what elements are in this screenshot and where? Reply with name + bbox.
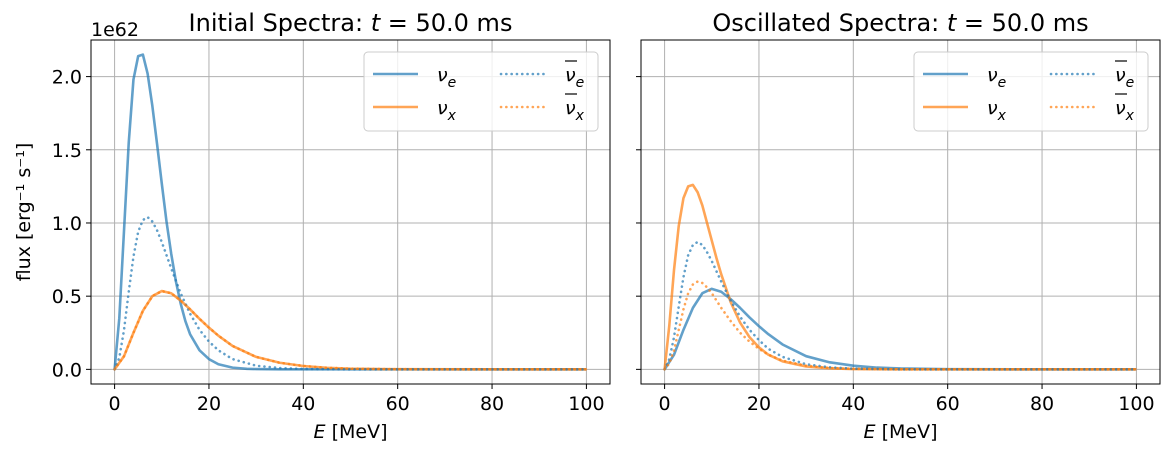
y-tick-label: 2.0 [52,67,82,89]
series-line-4 [113,289,588,371]
y-tick-label: 1.0 [52,213,82,235]
chart-title-variable: t [947,9,958,37]
legend-label: νe [437,64,456,91]
x-axis-label: E [MeV] [864,421,938,443]
chart-title-value: = 50.0 ms [380,9,512,37]
legend-label-symbol: ν [565,97,576,119]
legend-label: νx [1115,97,1135,124]
y-offset-text: 1e62 [91,19,139,41]
legend-label-subscript: x [447,108,457,124]
chart-title-prefix: Initial Spectra: [189,9,371,37]
plot-frame [90,39,611,385]
x-tick-label: 0 [659,393,671,415]
plot-frame [640,39,1161,385]
legend-label-symbol: ν [987,64,998,86]
x-tick-label: 40 [841,393,865,415]
chart-title-value: = 50.0 ms [956,9,1088,37]
y-tick-label: 1.5 [52,140,82,162]
legend-label-subscript: e [576,75,585,91]
chart-title: Oscillated Spectra: t = 50.0 ms [712,9,1088,37]
series-line-2 [663,183,1137,371]
x-axis-label-unit: [MeV] [326,421,388,443]
series-line-3 [663,240,1138,371]
chart-title-prefix: Oscillated Spectra: [712,9,946,37]
legend-label-subscript: x [1125,108,1135,124]
x-tick-label: 60 [386,393,410,415]
x-tick-label: 0 [109,393,121,415]
legend-label: νx [437,97,457,124]
legend-label: νx [987,97,1007,124]
series-line-1 [663,287,1137,371]
chart-panel-1: 0 20 40 60 80 100 0.0 0.5 1.0 1.5 2.0 Initial Spect… [13,9,611,443]
legend-label-symbol: ν [565,64,576,86]
series-line-3 [113,215,588,371]
legend-label-symbol: ν [437,97,448,119]
legend-box [363,51,599,132]
chart-panel-2: 0 20 40 60 80 100 Oscillated Spectra: t = 50.0… [636,9,1161,443]
x-tick-label: 40 [291,393,315,415]
legend-label-symbol: ν [437,64,448,86]
chart-title: Initial Spectra: t = 50.0 ms [189,9,513,37]
y-tick-label: 0.5 [52,286,82,308]
x-tick-label: 100 [1118,393,1154,415]
x-tick-label: 60 [936,393,960,415]
legend-label: νe [1115,64,1134,91]
legend-label-subscript: e [448,75,457,91]
legend-label-subscript: x [997,108,1007,124]
x-tick-label: 20 [197,393,221,415]
legend-label-subscript: e [1126,75,1135,91]
x-tick-label: 20 [747,393,771,415]
legend-label-subscript: e [998,75,1007,91]
x-axis-label-variable: E [314,421,326,443]
chart-title-variable: t [371,9,382,37]
legend-label-symbol: ν [987,97,998,119]
legend-box [913,51,1149,132]
legend-label: νe [987,64,1006,91]
x-axis-label-variable: E [864,421,876,443]
x-axis-label-unit: [MeV] [876,421,938,443]
legend-label-subscript: x [575,108,585,124]
legend-label-symbol: ν [1115,64,1126,86]
series-line-1 [113,53,587,371]
x-tick-label: 80 [1030,393,1054,415]
legend-label-symbol: ν [1115,97,1126,119]
series-line-4 [663,280,1138,371]
x-tick-label: 100 [568,393,604,415]
y-axis-label: flux [erg⁻¹ s⁻¹] [13,143,35,282]
y-tick-label: 0.0 [52,359,82,381]
x-axis-label: E [MeV] [314,421,388,443]
legend-label: νe [565,64,584,91]
x-tick-label: 80 [480,393,504,415]
legend-label: νx [565,97,585,124]
series-line-2 [113,289,587,371]
